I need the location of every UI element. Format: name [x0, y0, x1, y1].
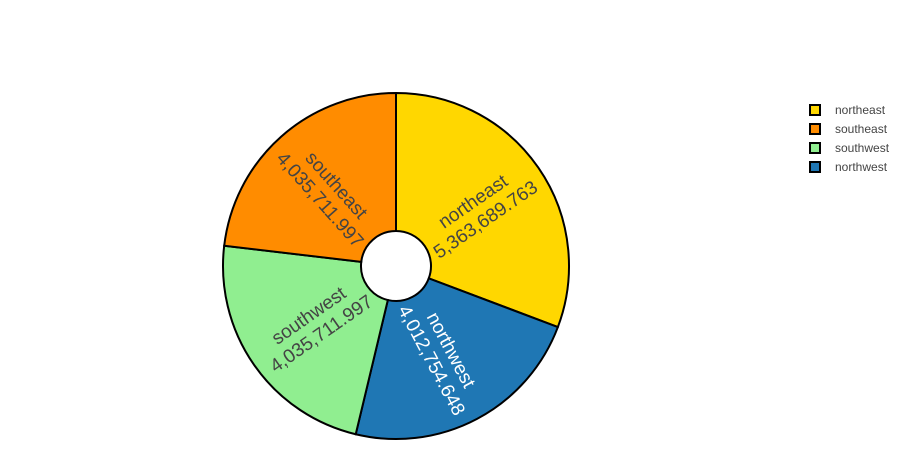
slice-northeast[interactable] — [395, 91, 570, 329]
legend-swatch-3 — [809, 160, 821, 173]
legend-item-0[interactable]: northeast — [809, 100, 889, 119]
legend-item-3[interactable]: northwest — [809, 157, 889, 176]
slices-group — [222, 91, 570, 440]
slice-southeast[interactable] — [223, 91, 397, 264]
legend-swatch-2 — [809, 141, 821, 154]
legend-item-2[interactable]: southwest — [809, 138, 889, 157]
legend-label: northeast — [835, 102, 886, 117]
slice-northwest[interactable] — [354, 277, 560, 440]
legend-swatch-1 — [809, 122, 821, 135]
legend-label: southwest — [835, 140, 890, 155]
legend-label: southeast — [835, 121, 888, 136]
legend: northeast southeast southwest northwest — [809, 100, 889, 176]
slice-southwest[interactable] — [222, 244, 390, 436]
legend-swatch-0 — [809, 103, 821, 116]
legend-item-1[interactable]: southeast — [809, 119, 889, 138]
legend-label: northwest — [835, 159, 888, 174]
